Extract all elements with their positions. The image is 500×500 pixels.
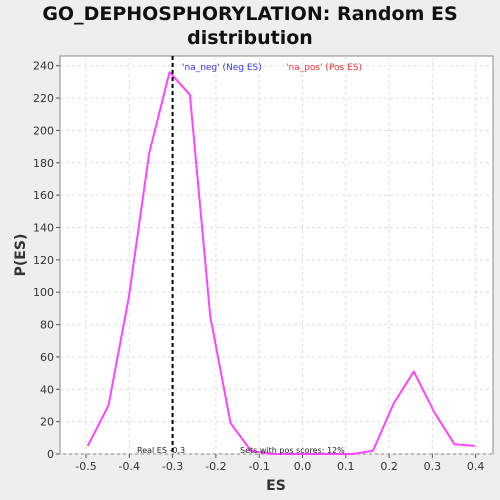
series-layer — [86, 71, 475, 455]
x-tick-label: -0.4 — [119, 460, 140, 473]
x-tick-label: -0.1 — [248, 460, 269, 473]
y-tick-label: 40 — [40, 383, 54, 396]
y-tick-label: 200 — [33, 124, 54, 137]
y-tick-label: 100 — [33, 286, 54, 299]
series-line — [86, 71, 475, 455]
y-tick-label: 240 — [33, 60, 54, 73]
axes: -0.5 -0.4 -0.3 -0.2 -0.1 0.0 0.1 0.2 0.3 0.4 0 20 40… — [33, 60, 484, 473]
pos-sets-label: Sets with pos scores: 12% — [240, 446, 345, 455]
y-tick-label: 120 — [33, 254, 54, 267]
x-tick-label: -0.5 — [75, 460, 96, 473]
x-tick-label: 0.2 — [380, 460, 398, 473]
y-tick-label: 160 — [33, 189, 54, 202]
legend-item-neg: 'na_neg' (Neg ES) — [182, 63, 262, 73]
x-tick-label: 0.0 — [294, 460, 312, 473]
y-tick-label: 60 — [40, 351, 54, 364]
chart-title: GO_DEPHOSPHORYLATION: Random ES distribu… — [0, 2, 500, 50]
x-tick-label: -0.2 — [205, 460, 226, 473]
y-tick-label: 220 — [33, 92, 54, 105]
y-axis-title: P(ES) — [13, 234, 29, 277]
real-es-label: Real ES -0.3 — [137, 446, 185, 455]
x-tick-label: 0.4 — [467, 460, 485, 473]
chart-title-line-1: GO_DEPHOSPHORYLATION: Random ES — [42, 3, 458, 25]
x-tick-label: 0.1 — [337, 460, 355, 473]
legend-item-pos: 'na_pos' (Pos ES) — [286, 63, 362, 73]
y-tick-label: 20 — [40, 416, 54, 429]
y-tick-label: 80 — [40, 319, 54, 332]
chart-title-line-2: distribution — [187, 27, 313, 49]
y-tick-label: 180 — [33, 157, 54, 170]
y-tick-label: 0 — [47, 448, 54, 461]
x-tick-label: 0.3 — [424, 460, 442, 473]
plot-background — [59, 55, 494, 455]
y-tick-label: 140 — [33, 221, 54, 234]
x-axis-title: ES — [266, 478, 286, 494]
x-tick-label: -0.3 — [162, 460, 183, 473]
